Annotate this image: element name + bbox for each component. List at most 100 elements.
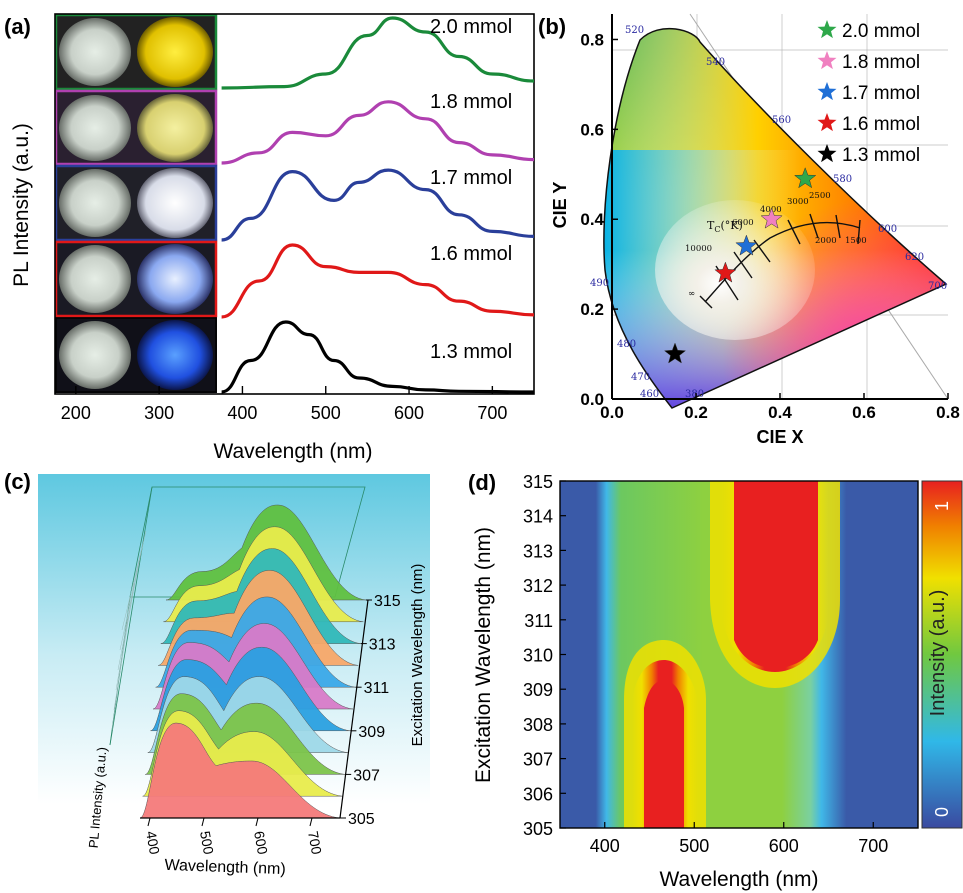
- svg-text:700: 700: [928, 281, 947, 292]
- svg-text:3000: 3000: [787, 197, 809, 207]
- svg-text:470: 470: [631, 372, 650, 383]
- series-label: 1.3 mmol: [430, 341, 512, 363]
- panel-c-xlabel: Wavelength (nm): [164, 857, 286, 878]
- tick-label: 700: [477, 403, 507, 423]
- svg-text:1500: 1500: [845, 236, 867, 246]
- svg-text:6000: 6000: [732, 218, 754, 228]
- tick-label: 600: [394, 403, 424, 423]
- tick-label: 307: [523, 750, 553, 770]
- panel-d-xticks: 400 500 600 700: [590, 822, 888, 856]
- tick-label: 311: [364, 680, 390, 697]
- colorbar-max: 1: [932, 501, 952, 511]
- tick-label: 500: [679, 836, 709, 856]
- svg-text:2000: 2000: [815, 236, 837, 246]
- svg-text:480: 480: [617, 339, 636, 350]
- series-label: 1.8 mmol: [430, 91, 512, 113]
- tick-label: 500: [197, 830, 217, 856]
- data-point-star: [663, 342, 687, 364]
- svg-text:2500: 2500: [809, 191, 831, 201]
- svg-text:∞: ∞: [688, 289, 695, 299]
- svg-text:10000: 10000: [685, 244, 712, 254]
- legend-label: 1.7 mmol: [842, 83, 920, 104]
- legend-star: [817, 20, 837, 39]
- panel-c-label: (c): [4, 469, 31, 494]
- svg-text:620: 620: [905, 252, 924, 263]
- tick-label: 306: [523, 784, 553, 804]
- panel-a-xlabel: Wavelength (nm): [213, 440, 372, 463]
- panel-a-ylabel: PL Intensity (a.u.): [10, 123, 33, 287]
- legend-label: 1.3 mmol: [842, 145, 920, 166]
- colorbar-min: 0: [932, 807, 952, 817]
- tc-label: TC(°K): [707, 219, 743, 234]
- colorbar: [921, 480, 963, 829]
- tick-label: 400: [143, 830, 163, 856]
- panel-c-xticks: 400 500 600 700: [143, 817, 325, 856]
- svg-text:600: 600: [878, 224, 897, 235]
- panel-b-xlabel: CIE X: [756, 427, 803, 447]
- tick-label: 312: [523, 576, 553, 596]
- legend-star: [817, 113, 837, 132]
- svg-text:380: 380: [685, 389, 704, 400]
- data-point-star: [760, 207, 783, 229]
- series-line: [221, 16, 535, 90]
- legend-star: [817, 144, 837, 163]
- legend-star: [817, 51, 837, 70]
- panel-b-ticks: 0.0 0.2 0.4 0.6 0.8 0.0 0.2 0.4 0.6 0.8: [580, 30, 959, 422]
- panel-a-axes: [54, 13, 535, 395]
- panel-a-series-labels: 2.0 mmol 1.8 mmol 1.7 mmol 1.6 mmol 1.3 mmol: [430, 16, 512, 363]
- tick-label: 315: [374, 593, 401, 610]
- panel-b-points: [663, 167, 817, 364]
- tick-label: 0.0: [580, 390, 604, 409]
- colorbar-label: Intensity (a.u.): [927, 590, 949, 717]
- tick-label: 700: [305, 830, 325, 856]
- data-point-star: [794, 167, 817, 189]
- tick-label: 400: [590, 836, 620, 856]
- tick-label: 600: [251, 830, 271, 856]
- series-label: 2.0 mmol: [430, 16, 512, 38]
- photo-strip: [54, 13, 218, 393]
- tick-label: 311: [524, 611, 553, 631]
- tick-label: 309: [523, 680, 553, 700]
- tick-label: 0.2: [580, 300, 604, 319]
- panel-d-yticks: 305 306 307 308 309 310 311 312 313 314 315: [523, 472, 566, 839]
- panel-c-gridlines: [111, 530, 147, 731]
- svg-text:540: 540: [706, 57, 725, 68]
- tick-label: 0.8: [936, 403, 960, 422]
- svg-text:490: 490: [590, 278, 609, 289]
- tick-label: 308: [523, 715, 553, 735]
- tick-label: 310: [523, 646, 553, 666]
- legend-label: 1.8 mmol: [842, 52, 920, 73]
- tick-label: 0.4: [768, 403, 792, 422]
- data-point-star: [714, 261, 737, 283]
- legend-label: 2.0 mmol: [842, 21, 920, 42]
- tick-label: 313: [523, 541, 553, 561]
- tick-label: 307: [353, 767, 380, 784]
- series-line: [221, 100, 535, 165]
- panel-d-ylabel: Excitation Wavelength (nm): [472, 527, 495, 783]
- tick-label: 0.6: [580, 120, 604, 139]
- series-label: 1.7 mmol: [430, 167, 512, 189]
- tick-label: 300: [144, 403, 174, 423]
- tick-label: 500: [311, 403, 341, 423]
- legend-star: [817, 82, 837, 101]
- tick-label: 200: [61, 403, 91, 423]
- tick-label: 700: [858, 836, 888, 856]
- tick-label: 309: [358, 724, 385, 741]
- tick-label: 313: [369, 637, 396, 654]
- tick-label: 305: [348, 811, 375, 828]
- svg-text:460: 460: [640, 389, 659, 400]
- panel-d-heatmap: [560, 481, 918, 828]
- panel-d-xlabel: Wavelength (nm): [659, 868, 818, 891]
- tick-label: 315: [523, 472, 553, 492]
- spectrum-layer: [139, 722, 341, 819]
- tick-label: 305: [523, 819, 553, 839]
- series-label: 1.6 mmol: [430, 243, 512, 265]
- series-line: [221, 320, 535, 394]
- panel-c-spectra: [139, 504, 367, 819]
- svg-text:520: 520: [625, 25, 644, 36]
- panel-d-label: (d): [468, 470, 496, 495]
